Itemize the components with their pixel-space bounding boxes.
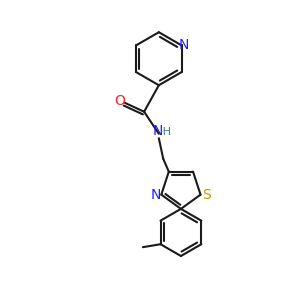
Text: ·H: ·H: [160, 127, 172, 137]
Text: N: N: [179, 38, 189, 52]
Text: O: O: [114, 94, 125, 108]
Text: S: S: [202, 188, 211, 202]
Text: N: N: [152, 124, 163, 138]
Text: N: N: [151, 188, 161, 202]
